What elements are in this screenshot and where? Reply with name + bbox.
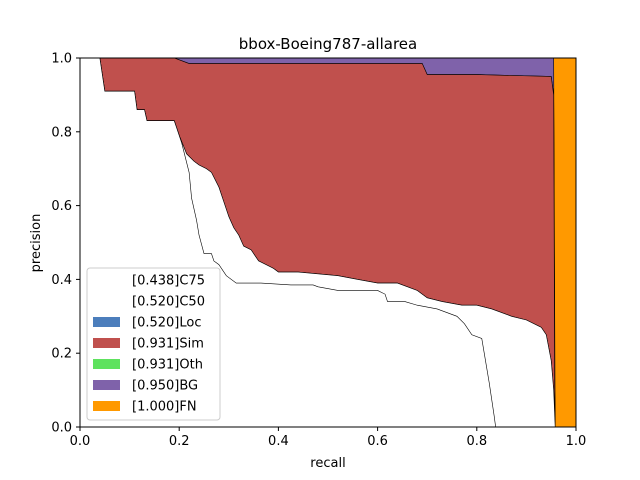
chart-title: bbox-Boeing787-allarea [239, 35, 417, 53]
legend-label-bg: [0.950]BG [132, 379, 198, 394]
curve-c75 [80, 58, 496, 427]
legend-label-c50: [0.520]C50 [132, 295, 205, 310]
legend-swatch-loc [93, 317, 120, 327]
legend-label-loc: [0.520]Loc [132, 316, 201, 331]
legend-swatch-fn [93, 401, 120, 411]
legend-box [86, 267, 221, 421]
y-tick-label: 0.0 [51, 421, 72, 436]
legend-swatch-c50 [93, 296, 120, 306]
legend-label-oth: [0.931]Oth [132, 358, 203, 373]
y-tick-label: 0.6 [51, 199, 72, 214]
legend-swatch-c75 [93, 275, 120, 285]
x-tick-label: 0.2 [169, 434, 190, 449]
x-tick-label: 0.8 [466, 434, 487, 449]
axes-frame [79, 57, 577, 428]
legend-swatch-bg [93, 380, 120, 390]
legend-swatch-sim [93, 338, 120, 348]
y-tick-label: 1.0 [51, 52, 72, 67]
legend-label-fn: [1.000]FN [132, 400, 197, 415]
axes: 0.0 0.2 0.4 0.6 0.8 1.0 0.0 0.2 0.4 0.6 0.8 1.0 [51, 52, 586, 450]
x-tick-label: 1.0 [566, 434, 587, 449]
x-tick-label: 0.4 [268, 434, 289, 449]
legend-swatch-oth [93, 359, 120, 369]
y-tick-label: 0.8 [51, 125, 72, 140]
y-axis-label: precision [29, 214, 44, 273]
y-tick-label: 0.4 [51, 273, 72, 288]
legend-label-c75: [0.438]C75 [132, 274, 205, 289]
x-tick-label: 0.6 [367, 434, 388, 449]
curve-sim [99, 58, 556, 427]
x-axis-label: recall [310, 456, 345, 471]
x-tick-label: 0.0 [70, 434, 91, 449]
legend: [0.438]C75 [0.520]C50 [0.520]Loc [0.931]Sim… [86, 267, 221, 421]
legend-label-sim: [0.931]Sim [132, 337, 204, 352]
y-tick-label: 0.2 [51, 347, 72, 362]
